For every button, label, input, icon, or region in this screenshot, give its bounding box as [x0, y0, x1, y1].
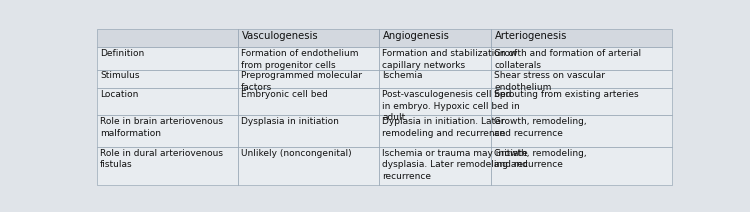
Text: Post-vasculogenesis cell bed
in embryo. Hypoxic cell bed in
adult: Post-vasculogenesis cell bed in embryo. …	[382, 90, 520, 122]
Bar	[97, 47, 238, 70]
Bar	[379, 115, 490, 147]
Text: Sprouting from existing arteries: Sprouting from existing arteries	[494, 90, 639, 99]
Text: Growth, remodeling,
and recurrence: Growth, remodeling, and recurrence	[494, 117, 587, 138]
Bar	[238, 47, 379, 70]
Text: Role in dural arteriovenous
fistulas: Role in dural arteriovenous fistulas	[100, 149, 224, 169]
Bar	[490, 29, 672, 47]
Text: Ischemia: Ischemia	[382, 71, 422, 81]
Bar	[490, 147, 672, 186]
Text: Definition: Definition	[100, 49, 145, 59]
Text: Unlikely (noncongenital): Unlikely (noncongenital)	[242, 149, 352, 158]
Text: Stimulus: Stimulus	[100, 71, 140, 81]
Text: Growth, remodeling,
and recurrence: Growth, remodeling, and recurrence	[494, 149, 587, 169]
Bar	[379, 47, 490, 70]
Bar	[379, 147, 490, 186]
Bar	[238, 88, 379, 115]
Bar	[379, 70, 490, 88]
Text: Role in brain arteriovenous
malformation: Role in brain arteriovenous malformation	[100, 117, 224, 138]
Text: Dysplasia in initiation: Dysplasia in initiation	[242, 117, 339, 126]
Bar	[238, 70, 379, 88]
Text: Location: Location	[100, 90, 139, 99]
Bar	[490, 88, 672, 115]
Bar	[97, 29, 238, 47]
Text: Embryonic cell bed: Embryonic cell bed	[242, 90, 328, 99]
Bar	[238, 115, 379, 147]
Bar	[97, 147, 238, 186]
Text: Arteriogenesis: Arteriogenesis	[495, 31, 567, 41]
Bar	[490, 47, 672, 70]
Text: Preprogrammed molecular
factors: Preprogrammed molecular factors	[242, 71, 362, 92]
Bar	[490, 115, 672, 147]
Text: Dyplasia in initiation. Later
remodeling and recurrence: Dyplasia in initiation. Later remodeling…	[382, 117, 506, 138]
Text: Angiogenesis: Angiogenesis	[382, 31, 449, 41]
Text: Formation and stabilization of
capillary networks: Formation and stabilization of capillary…	[382, 49, 518, 70]
Text: Ischemia or trauma may initiate
dysplasia. Later remodeling and
recurrence: Ischemia or trauma may initiate dysplasi…	[382, 149, 528, 181]
Text: Vasculogenesis: Vasculogenesis	[242, 31, 318, 41]
Text: Shear stress on vascular
endothelium: Shear stress on vascular endothelium	[494, 71, 605, 92]
Bar	[97, 70, 238, 88]
Bar	[379, 88, 490, 115]
Bar	[238, 147, 379, 186]
Bar	[490, 70, 672, 88]
Text: Formation of endothelium
from progenitor cells: Formation of endothelium from progenitor…	[242, 49, 358, 70]
Bar	[238, 29, 379, 47]
Bar	[97, 115, 238, 147]
Bar	[379, 29, 490, 47]
Bar	[97, 88, 238, 115]
Text: Growth and formation of arterial
collaterals: Growth and formation of arterial collate…	[494, 49, 641, 70]
